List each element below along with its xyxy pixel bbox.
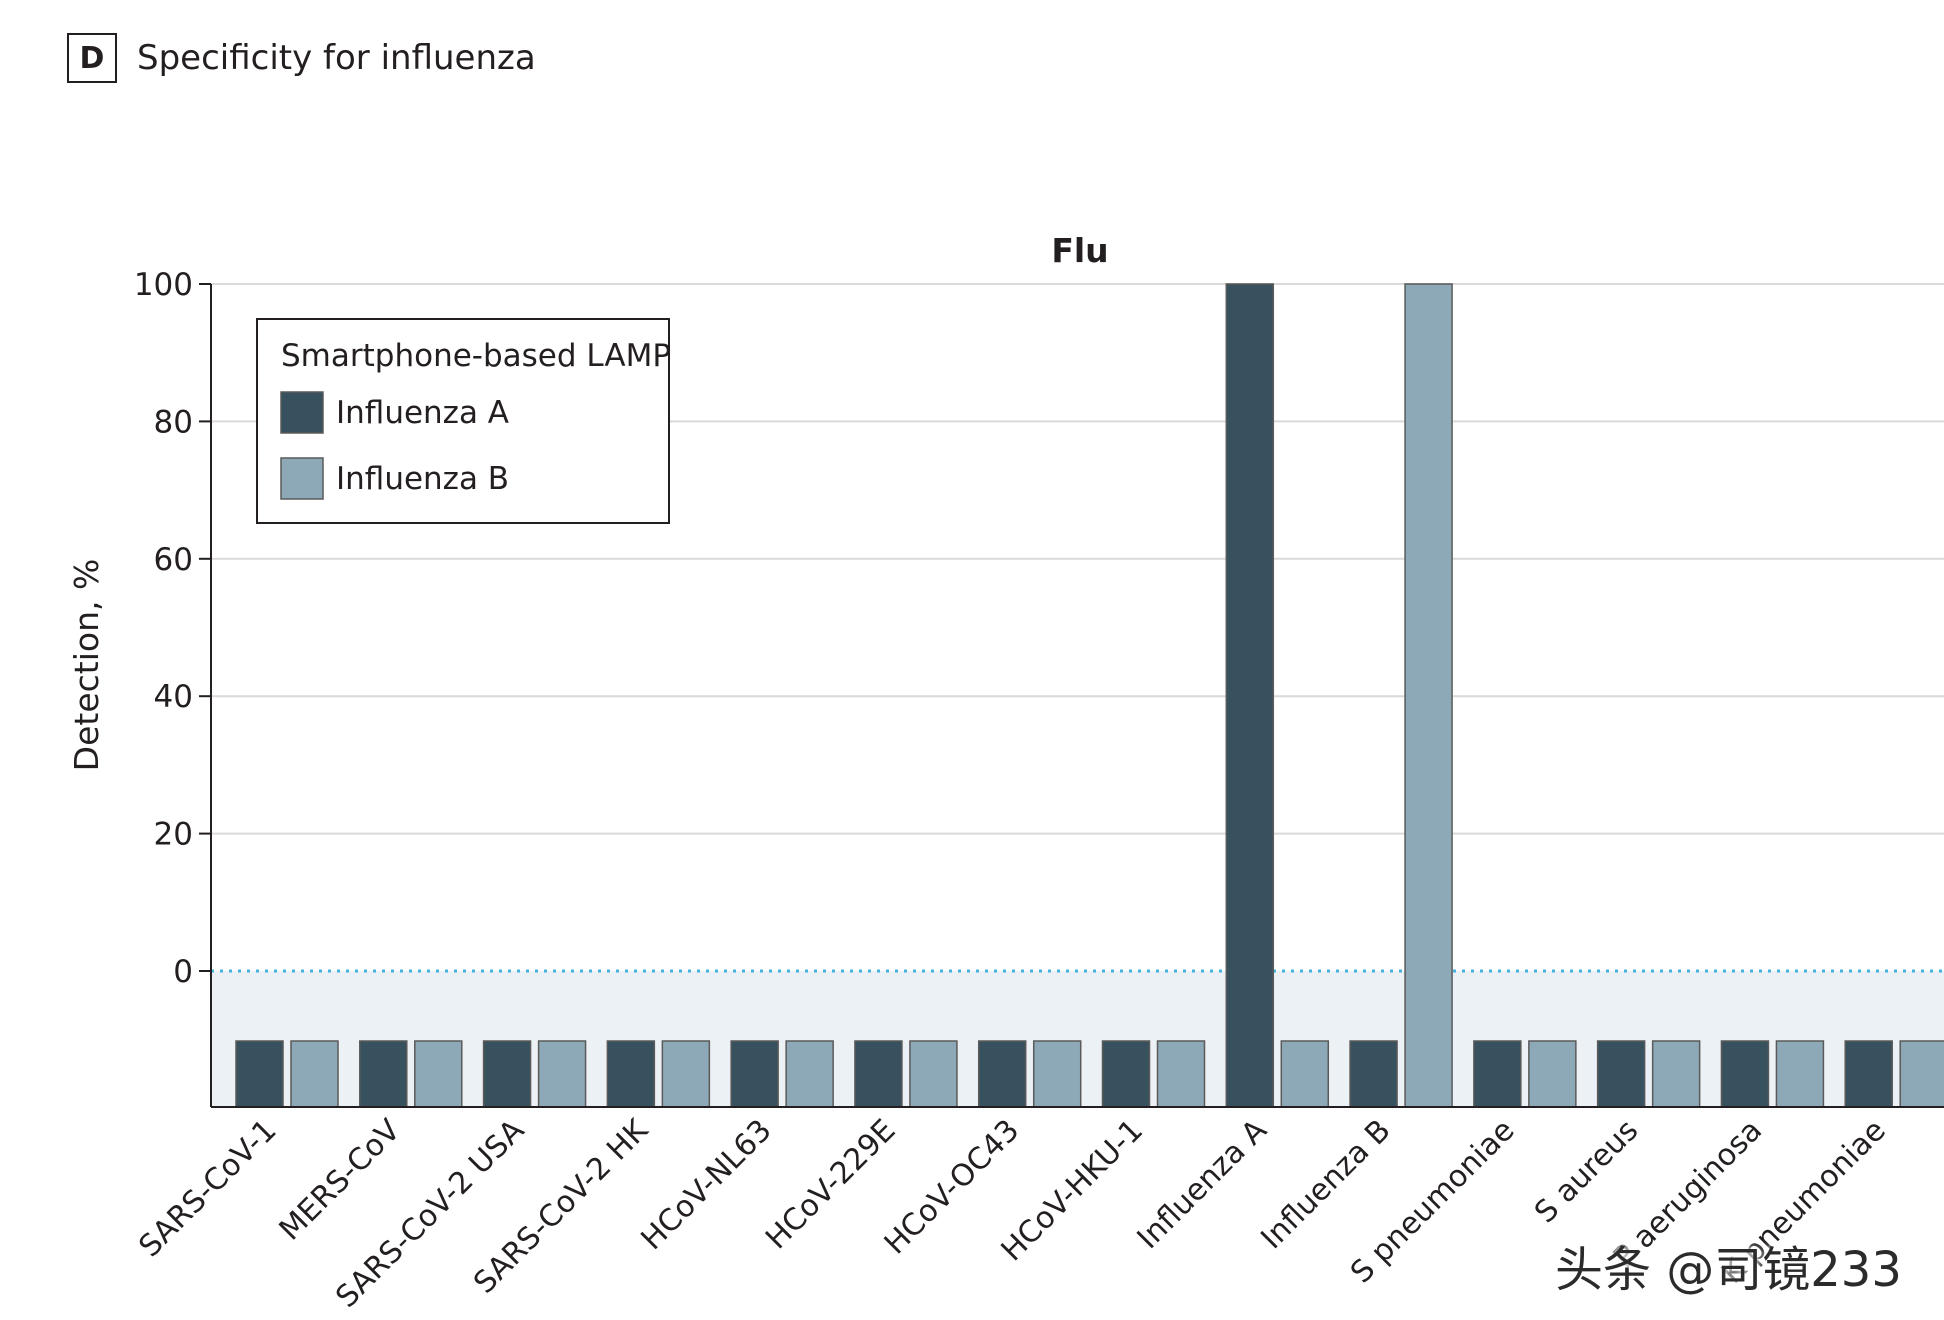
panel-title: Specificity for influenza (137, 38, 536, 78)
bar-influenza-a (1349, 1040, 1398, 1108)
bar-influenza-b (290, 1040, 339, 1108)
bar-influenza-a (359, 1040, 408, 1108)
bar-influenza-a (1473, 1040, 1522, 1108)
y-tick-label: 40 (154, 679, 193, 715)
y-tick-label: 20 (154, 817, 193, 853)
bar-influenza-a (235, 1040, 284, 1108)
legend-box (256, 318, 670, 524)
bar-influenza-b (1156, 1040, 1206, 1108)
bar-influenza-a (482, 1040, 532, 1108)
bar-influenza-b (537, 1040, 587, 1108)
bar-influenza-b (1651, 1040, 1701, 1108)
bar-influenza-a (977, 1040, 1027, 1108)
legend-swatch-influenza-b (280, 457, 324, 500)
legend-label: Influenza B (336, 461, 509, 497)
bar-influenza-b (1528, 1040, 1577, 1108)
bar-influenza-a (1844, 1040, 1893, 1108)
bar-influenza-b (785, 1040, 834, 1108)
bar-influenza-b (1775, 1040, 1825, 1108)
bar-influenza-b (1404, 283, 1453, 1108)
legend-title: Smartphone-based LAMP (281, 338, 671, 374)
bar-influenza-a (1720, 1040, 1770, 1108)
y-axis-label: Detection, % (67, 559, 106, 772)
y-tick-label: 0 (173, 954, 193, 990)
bar-influenza-b (1280, 1040, 1330, 1108)
legend-label: Influenza A (336, 395, 509, 431)
x-tick-label: MERS-CoV (273, 1113, 408, 1248)
y-tick-label: 60 (154, 542, 193, 578)
y-tick-label: 100 (134, 267, 193, 303)
bar-influenza-b (661, 1040, 711, 1108)
x-tick-label: HCoV-NL63 (635, 1113, 779, 1257)
legend-swatch-influenza-a (280, 391, 324, 434)
watermark: 头条 @司镜233 (1555, 1242, 1902, 1298)
bar-influenza-b (1899, 1040, 1944, 1108)
bar-influenza-b (909, 1040, 958, 1108)
bar-influenza-a (730, 1040, 779, 1108)
panel-letter: D (67, 33, 117, 83)
bar-influenza-a (1101, 1040, 1151, 1108)
bar-influenza-a (1596, 1040, 1646, 1108)
bar-influenza-a (1225, 283, 1275, 1108)
y-tick-label: 80 (154, 404, 193, 440)
chart-title: Flu (1051, 231, 1108, 270)
bar-influenza-a (854, 1040, 903, 1108)
x-tick-label: SARS-CoV-1 (132, 1113, 283, 1264)
bar-influenza-b (1032, 1040, 1082, 1108)
x-tick-label: S aureus (1528, 1113, 1645, 1230)
bar-influenza-b (414, 1040, 463, 1108)
x-tick-label: Influenza A (1131, 1113, 1274, 1256)
bar-influenza-a (606, 1040, 656, 1108)
panel-header: D Specificity for influenza (67, 32, 536, 84)
